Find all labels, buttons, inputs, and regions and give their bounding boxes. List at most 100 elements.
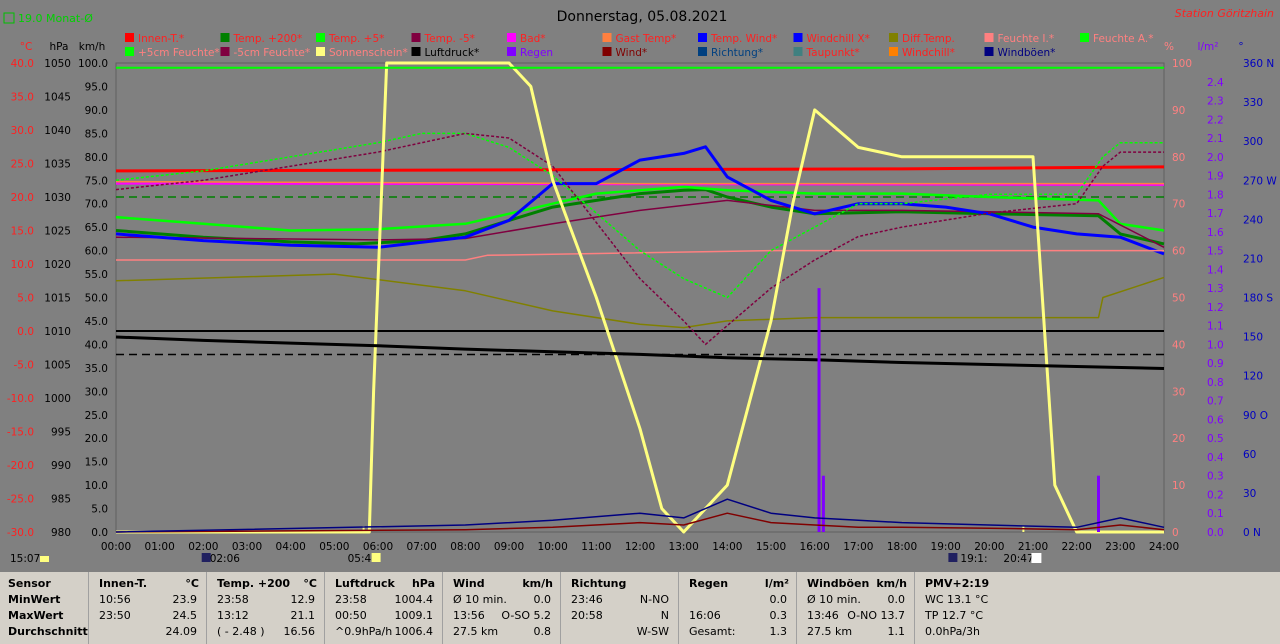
series-line — [115, 335, 1165, 370]
direction-tick: 240 — [1243, 214, 1263, 226]
stats-time: 0.0hPa/3h — [925, 625, 981, 638]
legend-swatch[interactable] — [793, 47, 803, 56]
time-tick: 24:00 — [1149, 541, 1179, 553]
legend-swatch[interactable] — [507, 47, 516, 56]
hpa-tick: 1035 — [44, 159, 71, 171]
legend-swatch[interactable] — [316, 47, 325, 56]
pct-tick: 30 — [1172, 386, 1185, 398]
stats-row: 00:50 1009.1 — [329, 608, 437, 624]
time-tick: 11:00 — [581, 541, 611, 553]
stats-value: 1.1 — [887, 625, 906, 638]
rain-tick: 2.4 — [1207, 77, 1224, 89]
legend-label: Feuchte I.* — [998, 33, 1055, 45]
stats-time: 20:58 — [571, 609, 603, 622]
pct-tick: 0 — [1172, 527, 1179, 539]
rain-tick: 0.5 — [1207, 433, 1224, 445]
stats-value: 24.09 — [165, 625, 198, 638]
legend-swatch[interactable] — [125, 33, 134, 42]
sunset-time: 20:47 — [1003, 553, 1033, 565]
rain-tick: 1.2 — [1207, 302, 1224, 314]
legend-swatch[interactable] — [793, 33, 803, 42]
legend-swatch[interactable] — [411, 47, 421, 56]
legend-swatch[interactable] — [698, 33, 707, 42]
legend-swatch[interactable] — [602, 33, 612, 42]
stats-header-label: Richtung — [571, 577, 627, 590]
legend-label: Innen-T.* — [138, 33, 184, 45]
hpa-tick: 1025 — [44, 226, 71, 238]
stats-value: 1004.4 — [394, 593, 434, 606]
legend-swatch[interactable] — [889, 47, 898, 56]
direction-tick: 210 — [1243, 253, 1263, 265]
stats-header: Wind km/h — [447, 576, 555, 592]
legend-swatch[interactable] — [984, 47, 994, 56]
stats-row: Ø 10 min. 0.0 — [447, 592, 555, 608]
stats-row-label: Sensor — [8, 577, 51, 590]
stats-time: ( - 2.48 ) — [217, 625, 265, 638]
sunset-full-time: 19:1: — [960, 553, 987, 565]
stats-header: Regen l/m² — [683, 576, 791, 592]
stats-row: 0.0hPa/3h — [919, 624, 1027, 640]
rain-tick: 0.7 — [1207, 396, 1224, 408]
temp-tick: 25.0 — [11, 159, 34, 171]
legend-swatch[interactable] — [889, 33, 898, 42]
rain-tick: 1.4 — [1207, 264, 1224, 276]
temp-tick: -15.0 — [7, 427, 34, 439]
time-tick: 12:00 — [625, 541, 655, 553]
legend-swatch[interactable] — [602, 47, 612, 56]
kmh-tick: 85.0 — [85, 128, 108, 140]
kmh-tick: 25.0 — [85, 410, 108, 422]
rain-tick: 2.3 — [1207, 96, 1224, 108]
chart-title: Donnerstag, 05.08.2021 — [557, 9, 728, 25]
legend-label: +5cm Feuchte* — [138, 47, 220, 59]
series-line — [115, 498, 1165, 533]
stats-column: Wind km/h Ø 10 min. 0.0 13:56 O-SO 5.2 27.5 km… — [442, 572, 561, 644]
stats-column: Innen-T. °C 10:56 23.9 23:50 24.5 24.09 — [88, 572, 207, 644]
series-line — [115, 165, 1165, 173]
direction-tick: 300 — [1243, 136, 1263, 148]
axis-unit: % — [1164, 41, 1174, 53]
stats-header-label: Wind — [453, 577, 485, 590]
stats-header-label: Innen-T. — [99, 577, 148, 590]
stats-column: Luftdruck hPa 23:58 1004.4 00:50 1009.1 ^0.9hP… — [324, 572, 443, 644]
stats-header-unit: °C — [185, 577, 199, 590]
stats-row: 23:58 12.9 — [211, 592, 319, 608]
rain-tick: 2.1 — [1207, 133, 1224, 145]
legend-swatch[interactable] — [698, 47, 707, 56]
kmh-tick: 80.0 — [85, 152, 108, 164]
stats-row: 20:58 N — [565, 608, 673, 624]
legend-swatch[interactable] — [220, 47, 230, 56]
station-name: Station Göritzhain — [1175, 7, 1274, 20]
monthly-avg-checkbox[interactable] — [3, 12, 15, 24]
stats-header-unit: km/h — [876, 577, 907, 590]
legend-swatch[interactable] — [507, 33, 516, 42]
series-line — [115, 512, 1165, 533]
rain-tick: 1.7 — [1207, 208, 1224, 220]
pct-tick: 50 — [1172, 293, 1185, 305]
legend-swatch[interactable] — [1080, 33, 1089, 42]
legend-label: Gast Temp* — [616, 33, 677, 45]
stats-value: 0.3 — [769, 609, 788, 622]
rain-tick: 0.3 — [1207, 471, 1224, 483]
legend-swatch[interactable] — [316, 33, 325, 42]
stats-row: 23:58 1004.4 — [329, 592, 437, 608]
temp-tick: -5.0 — [14, 360, 35, 372]
legend-label: Bad* — [520, 33, 546, 45]
temp-tick: -20.0 — [7, 460, 34, 472]
time-tick: 14:00 — [712, 541, 742, 553]
stats-column: Temp. +200 °C 23:58 12.9 13:12 21.1 ( - 2.48 )… — [206, 572, 325, 644]
hpa-tick: 995 — [51, 427, 71, 439]
legend-swatch[interactable] — [984, 33, 994, 42]
legend-swatch[interactable] — [220, 33, 230, 42]
kmh-tick: 10.0 — [85, 480, 108, 492]
temp-tick: 30.0 — [11, 125, 34, 137]
kmh-tick: 95.0 — [85, 81, 108, 93]
stats-value: 12.9 — [290, 593, 316, 606]
stats-value: 1009.1 — [394, 609, 434, 622]
legend-swatch[interactable] — [125, 47, 134, 56]
legend-swatch[interactable] — [411, 33, 421, 42]
time-tick: 08:00 — [450, 541, 480, 553]
stats-value: 1.3 — [769, 625, 788, 638]
stats-row: Gesamt: 1.3 — [683, 624, 791, 640]
stats-time: 00:50 — [335, 609, 367, 622]
axis-unit: l/m² — [1198, 41, 1219, 53]
